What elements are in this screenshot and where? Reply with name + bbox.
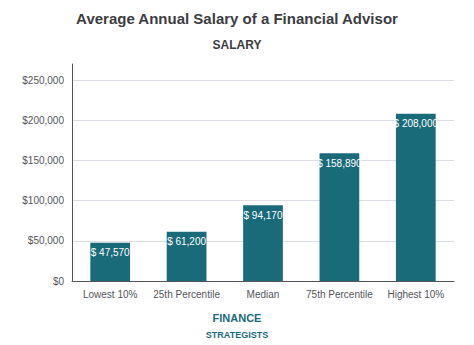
svg-text:$ 61,200: $ 61,200 xyxy=(167,236,206,247)
svg-text:$ 208,000: $ 208,000 xyxy=(394,118,439,129)
svg-text:25th Percentile: 25th Percentile xyxy=(153,289,220,300)
svg-text:$ 94,170: $ 94,170 xyxy=(244,210,283,221)
svg-text:$200,000: $200,000 xyxy=(22,115,64,126)
svg-text:$ 47,570: $ 47,570 xyxy=(91,247,130,258)
svg-text:$ 158,890: $ 158,890 xyxy=(317,158,362,169)
svg-text:Median: Median xyxy=(247,289,280,300)
svg-text:$0: $0 xyxy=(53,276,65,287)
svg-text:$100,000: $100,000 xyxy=(22,195,64,206)
svg-text:$150,000: $150,000 xyxy=(22,155,64,166)
svg-text:STRATEGISTS: STRATEGISTS xyxy=(206,330,268,340)
svg-text:$250,000: $250,000 xyxy=(22,75,64,86)
svg-text:Lowest 10%: Lowest 10% xyxy=(83,289,138,300)
svg-text:FINANCE: FINANCE xyxy=(213,312,262,324)
svg-text:Average Annual Salary of a Fin: Average Annual Salary of a Financial Adv… xyxy=(76,10,398,27)
svg-text:75th Percentile: 75th Percentile xyxy=(306,289,373,300)
svg-text:Highest 10%: Highest 10% xyxy=(387,289,444,300)
svg-text:SALARY: SALARY xyxy=(213,38,262,52)
svg-text:$50,000: $50,000 xyxy=(28,235,65,246)
